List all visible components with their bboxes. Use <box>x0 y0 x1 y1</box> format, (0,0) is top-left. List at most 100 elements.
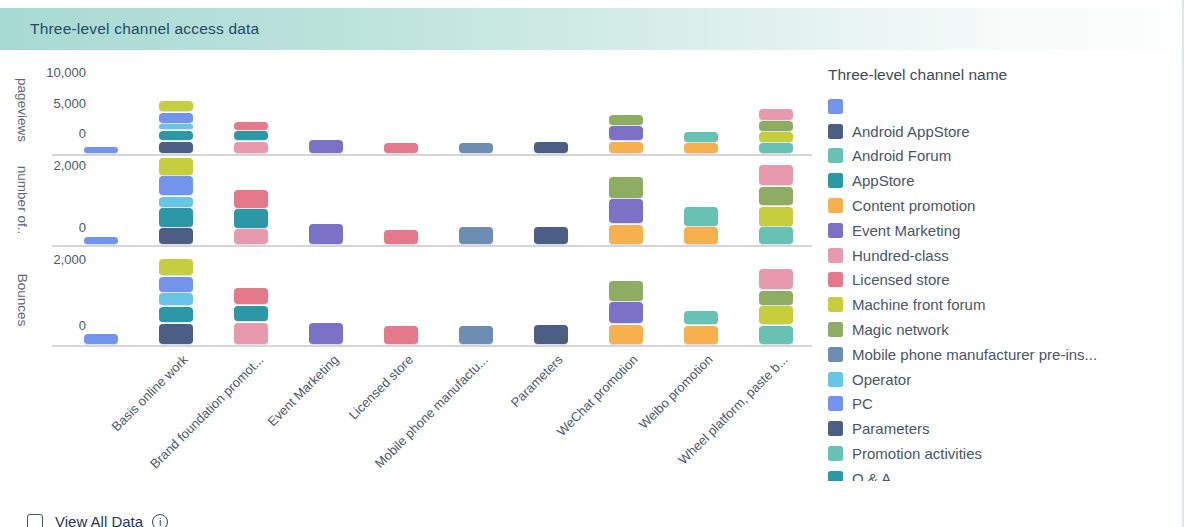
y-tick-label: 5,000 <box>26 96 86 112</box>
legend-item-label: Android AppStore <box>852 123 970 140</box>
bar-segment[interactable] <box>159 324 193 344</box>
bar-segment[interactable] <box>159 142 193 153</box>
legend-item-label: Parameters <box>852 420 930 437</box>
bar-segment[interactable] <box>534 227 568 244</box>
legend-item-label: Licensed store <box>852 271 950 288</box>
bar-segment[interactable] <box>684 227 718 244</box>
bar-segment[interactable] <box>684 132 718 141</box>
bar-segment[interactable] <box>384 230 418 244</box>
bar-segment[interactable] <box>234 306 268 322</box>
bar-segment[interactable] <box>759 143 793 153</box>
info-icon[interactable]: i <box>152 514 168 527</box>
bar-segment[interactable] <box>159 158 193 175</box>
bar-segment[interactable] <box>759 165 793 185</box>
legend-item[interactable]: Android AppStore <box>828 119 1180 144</box>
legend-swatch <box>828 347 843 362</box>
bar-segment[interactable] <box>759 269 793 289</box>
bar-segment[interactable] <box>759 187 793 205</box>
bar-segment[interactable] <box>159 307 193 323</box>
bar-segment[interactable] <box>159 131 193 141</box>
bar-segment[interactable] <box>309 224 343 244</box>
bar-segment[interactable] <box>609 177 643 198</box>
bar-segment[interactable] <box>84 147 118 153</box>
view-all-checkbox[interactable] <box>27 514 43 527</box>
bar-segment[interactable] <box>234 190 268 208</box>
legend-item[interactable] <box>828 94 1180 119</box>
bar-segment[interactable] <box>84 237 118 244</box>
bar-segment[interactable] <box>459 143 493 153</box>
bar-segment[interactable] <box>309 140 343 153</box>
bar-segment[interactable] <box>759 207 793 226</box>
legend-item[interactable]: Q & A <box>828 466 1180 481</box>
bar-segment[interactable] <box>609 115 643 125</box>
legend-item[interactable]: Hundred-class <box>828 243 1180 268</box>
bar-segment[interactable] <box>84 334 118 344</box>
bar-segment[interactable] <box>384 143 418 153</box>
legend-items: Android AppStore Android ForumAppStoreCon… <box>828 94 1180 481</box>
bar-segment[interactable] <box>759 132 793 141</box>
bar-segment[interactable] <box>159 197 193 207</box>
bar-segment[interactable] <box>234 209 268 227</box>
bar-segment[interactable] <box>759 121 793 131</box>
bar-segment[interactable] <box>609 126 643 140</box>
bar-segment[interactable] <box>759 291 793 305</box>
bar-segment[interactable] <box>459 326 493 344</box>
legend-item[interactable]: PC <box>828 392 1180 417</box>
legend-item[interactable]: Machine front forum <box>828 292 1180 317</box>
legend-item-label: Event Marketing <box>852 222 960 239</box>
bar-segment[interactable] <box>759 326 793 344</box>
bar-segment[interactable] <box>159 176 193 195</box>
legend-item-label: Operator <box>852 371 911 388</box>
bar-segment[interactable] <box>159 113 193 123</box>
bar-segment[interactable] <box>159 101 193 111</box>
bar-segment[interactable] <box>609 199 643 223</box>
bar-segment[interactable] <box>234 229 268 244</box>
bar-segment[interactable] <box>759 109 793 120</box>
legend-swatch <box>828 322 843 337</box>
bar-segment[interactable] <box>684 207 718 226</box>
y-tick-label: 2,000 <box>26 252 86 268</box>
bar-segment[interactable] <box>759 227 793 244</box>
legend-item[interactable]: AppStore <box>828 168 1180 193</box>
y-tick-label: 0 <box>26 126 86 142</box>
bar-segment[interactable] <box>534 142 568 153</box>
bar-segment[interactable] <box>384 326 418 344</box>
legend-item[interactable]: Magic network <box>828 317 1180 342</box>
bar-segment[interactable] <box>159 277 193 292</box>
bar-segment[interactable] <box>234 142 268 153</box>
legend-item[interactable]: Parameters <box>828 416 1180 441</box>
bar-segment[interactable] <box>609 142 643 153</box>
x-category-label: Licensed store <box>346 352 416 422</box>
legend-swatch <box>828 148 843 163</box>
legend-item[interactable]: Operator <box>828 367 1180 392</box>
bar-segment[interactable] <box>234 122 268 129</box>
legend-item[interactable]: Licensed store <box>828 268 1180 293</box>
bar-segment[interactable] <box>759 306 793 324</box>
bar-segment[interactable] <box>684 143 718 153</box>
bar-segment[interactable] <box>684 326 718 344</box>
bar-segment[interactable] <box>534 325 568 344</box>
legend-item[interactable]: Mobile phone manufacturer pre-ins... <box>828 342 1180 367</box>
bar-segment[interactable] <box>159 124 193 129</box>
x-axis-line <box>52 154 812 156</box>
bar-segment[interactable] <box>234 288 268 304</box>
legend-item[interactable]: Content promotion <box>828 193 1180 218</box>
bar-segment[interactable] <box>159 208 193 226</box>
bar-segment[interactable] <box>609 302 643 323</box>
bar-segment[interactable] <box>609 325 643 344</box>
bar-segment[interactable] <box>159 293 193 305</box>
legend-item[interactable]: Android Forum <box>828 144 1180 169</box>
legend-item-label: Hundred-class <box>852 247 949 264</box>
bar-segment[interactable] <box>234 323 268 344</box>
bar-segment[interactable] <box>459 227 493 244</box>
bar-segment[interactable] <box>309 323 343 344</box>
x-axis-line <box>52 345 812 347</box>
bar-segment[interactable] <box>234 131 268 140</box>
bar-segment[interactable] <box>684 311 718 324</box>
legend-item[interactable]: Event Marketing <box>828 218 1180 243</box>
bar-segment[interactable] <box>159 259 193 275</box>
bar-segment[interactable] <box>159 228 193 244</box>
legend-item[interactable]: Promotion activities <box>828 441 1180 466</box>
bar-segment[interactable] <box>609 225 643 244</box>
bar-segment[interactable] <box>609 281 643 301</box>
